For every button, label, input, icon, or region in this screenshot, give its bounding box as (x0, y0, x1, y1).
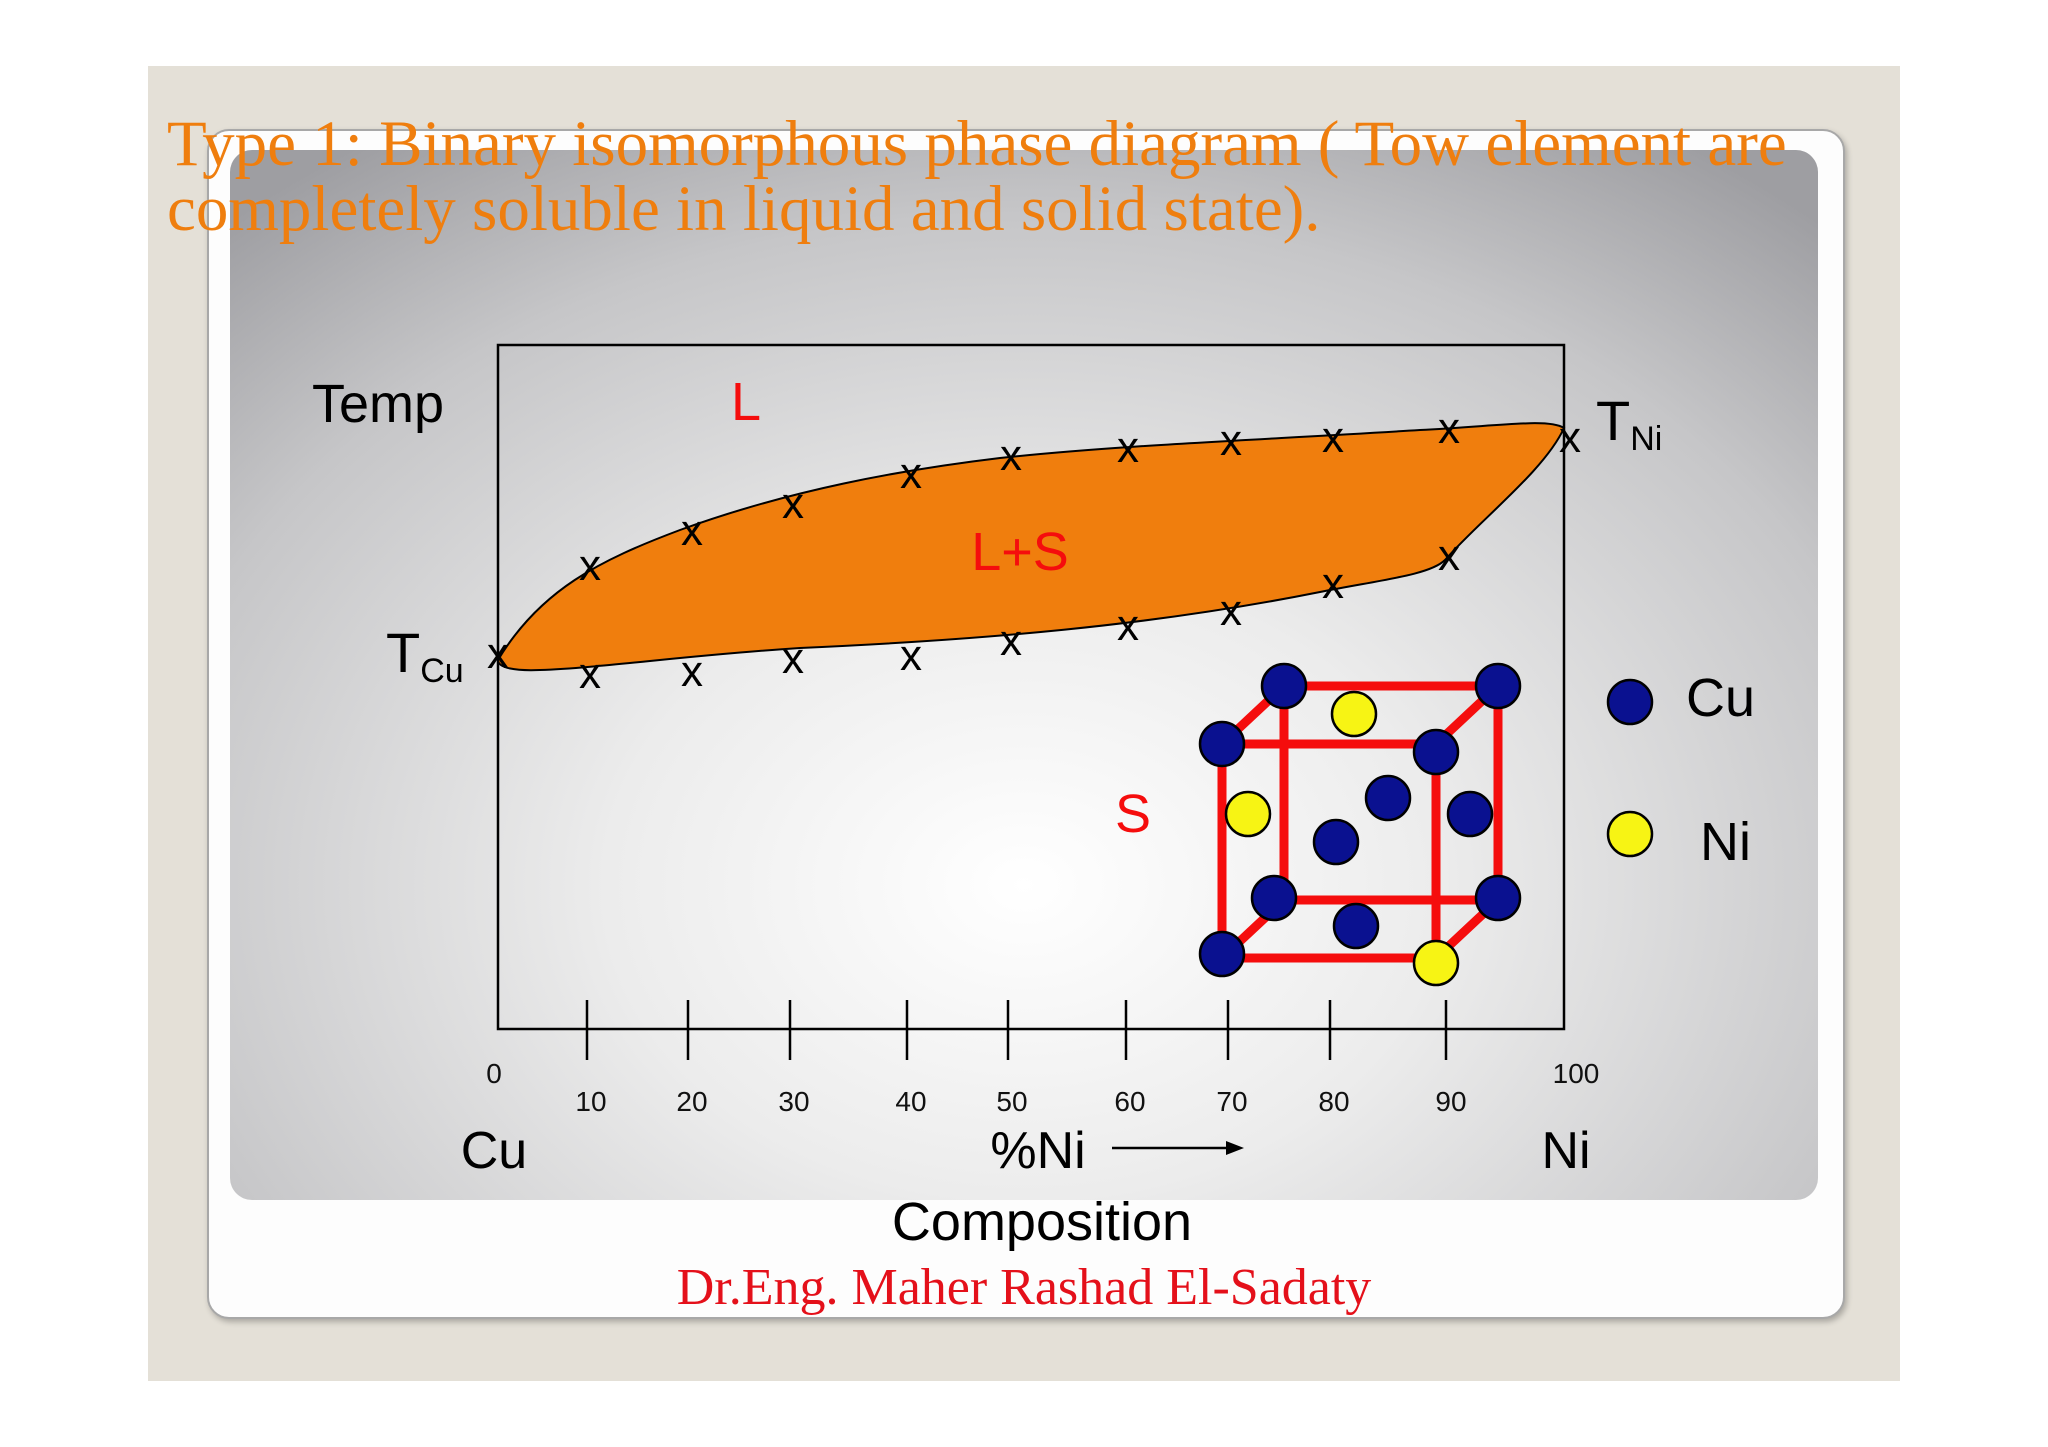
cu-atom (1198, 930, 1246, 978)
solidus-point: x (1000, 616, 1022, 665)
solidus-point: x (681, 647, 703, 696)
liquidus-point: x (1000, 431, 1022, 480)
cu-atom (1412, 728, 1460, 776)
solidus-point: x (1322, 559, 1344, 608)
legend-ni-swatch (1606, 810, 1654, 858)
solidus-point: x (1117, 601, 1139, 650)
cu-atom (1250, 874, 1298, 922)
two-phase-label: L+S (971, 522, 1069, 582)
solidus-point: x (782, 634, 804, 683)
composition-label: Composition (892, 1192, 1192, 1252)
tick-label: 20 (676, 1086, 707, 1117)
ni-melting-point: x (1559, 413, 1581, 462)
liquidus-point: x (681, 506, 703, 555)
cu-atom (1446, 790, 1494, 838)
ni-atom (1224, 790, 1272, 838)
y-axis-label: Temp (312, 374, 444, 434)
arrow-right-icon (1112, 1141, 1244, 1155)
ni-atom (1412, 939, 1460, 987)
cu-melting-point: x (487, 629, 509, 678)
tick-label: 50 (996, 1086, 1027, 1117)
tick-label: 100 (1553, 1058, 1600, 1089)
solid-phase-label: S (1115, 784, 1151, 844)
t-ni-sub: Ni (1630, 420, 1662, 458)
x-axis-label: %Ni (990, 1122, 1085, 1180)
tick-label: 80 (1318, 1086, 1349, 1117)
tick-label: 30 (778, 1086, 809, 1117)
content-panel (230, 150, 1818, 1200)
experimental-points: x x x x x x x x x x x x x x x x x x x x (487, 404, 1581, 698)
t-cu-label: TCu (386, 621, 464, 690)
legend-cu-swatch (1606, 678, 1654, 726)
liquidus-point: x (1220, 416, 1242, 465)
tick-label: 10 (575, 1086, 606, 1117)
ni-atom (1330, 690, 1378, 738)
cu-atom (1260, 662, 1308, 710)
plot-frame (496, 343, 1566, 1031)
cu-atom (1474, 662, 1522, 710)
legend-cu-label: Cu (1686, 668, 1755, 728)
t-cu-main: T (386, 621, 420, 684)
solidus-point: x (1438, 531, 1460, 580)
cu-atom (1198, 720, 1246, 768)
tick-label: 60 (1114, 1086, 1145, 1117)
tick-label: 70 (1216, 1086, 1247, 1117)
crystal-lattice (1198, 662, 1522, 987)
liquidus-point: x (900, 449, 922, 498)
tick-label: 0 (486, 1058, 502, 1089)
liquid-phase-label: L (731, 372, 761, 432)
t-ni-label: TNi (1596, 389, 1662, 458)
liquidus-point: x (1322, 413, 1344, 462)
solidus-point: x (900, 631, 922, 680)
x-axis-tick-labels: 0 10 20 30 40 50 60 70 80 90 100 (486, 1058, 1599, 1117)
liquidus-point: x (579, 541, 601, 590)
tick-label: 90 (1435, 1086, 1466, 1117)
cu-atom (1474, 874, 1522, 922)
two-phase-region (496, 422, 1566, 672)
t-ni-main: T (1596, 389, 1630, 452)
legend: Cu Ni (1606, 668, 1755, 872)
slide-title: Type 1: Binary isomorphous phase diagram… (167, 108, 1787, 245)
x-left-label-cu: Cu (461, 1122, 527, 1180)
x-axis-ticks (585, 1000, 1448, 1060)
cu-atom (1332, 902, 1380, 950)
tick-label: 40 (895, 1086, 926, 1117)
t-cu-sub: Cu (420, 652, 463, 690)
liquidus-point: x (1438, 404, 1460, 453)
cu-atom (1364, 774, 1412, 822)
liquidus-point: x (1117, 423, 1139, 472)
lattice-edges (1217, 681, 1503, 963)
legend-ni-label: Ni (1700, 812, 1751, 872)
solidus-point: x (579, 649, 601, 698)
author-credit: Dr.Eng. Maher Rashad El-Sadaty (676, 1259, 1372, 1316)
x-right-label-ni: Ni (1541, 1122, 1590, 1180)
liquidus-point: x (782, 479, 804, 528)
solidus-point: x (1220, 586, 1242, 635)
cu-atom (1312, 818, 1360, 866)
